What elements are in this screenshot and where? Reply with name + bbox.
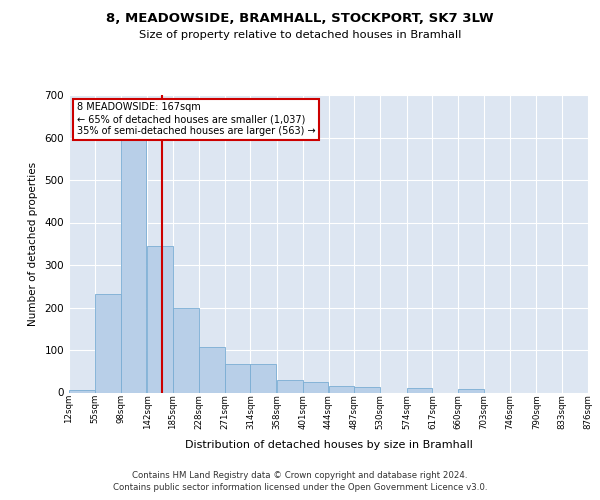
Bar <box>147 246 173 392</box>
X-axis label: Distribution of detached houses by size in Bramhall: Distribution of detached houses by size … <box>185 440 472 450</box>
Text: 8 MEADOWSIDE: 167sqm
← 65% of detached houses are smaller (1,037)
35% of semi-de: 8 MEADOWSIDE: 167sqm ← 65% of detached h… <box>77 102 316 136</box>
Bar <box>355 387 380 392</box>
Text: 8, MEADOWSIDE, BRAMHALL, STOCKPORT, SK7 3LW: 8, MEADOWSIDE, BRAMHALL, STOCKPORT, SK7 … <box>106 12 494 26</box>
Y-axis label: Number of detached properties: Number of detached properties <box>28 162 38 326</box>
Bar <box>458 389 484 392</box>
Bar <box>199 347 224 393</box>
Bar <box>69 390 95 392</box>
Bar <box>277 380 302 392</box>
Bar <box>121 140 146 392</box>
Bar <box>95 294 121 392</box>
Bar <box>302 382 329 392</box>
Bar <box>329 386 355 392</box>
Text: Contains HM Land Registry data © Crown copyright and database right 2024.
Contai: Contains HM Land Registry data © Crown c… <box>113 471 487 492</box>
Bar <box>224 364 250 392</box>
Bar <box>407 388 433 392</box>
Text: Size of property relative to detached houses in Bramhall: Size of property relative to detached ho… <box>139 30 461 40</box>
Bar <box>250 364 276 392</box>
Bar <box>173 308 199 392</box>
